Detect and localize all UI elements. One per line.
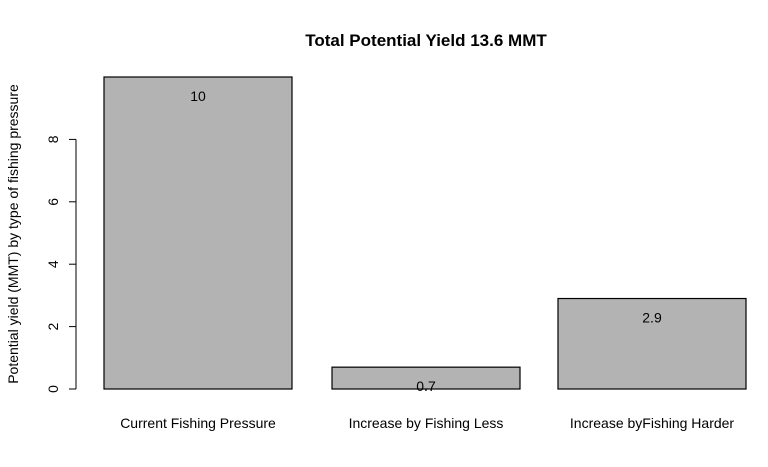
y-axis-label: Potential yield (MMT) by type of fishing… xyxy=(5,84,21,384)
data-label: 0.7 xyxy=(416,378,436,394)
bar xyxy=(103,76,293,390)
bars-group: 10 0.7 2.9 xyxy=(103,76,747,394)
x-tick-label: Increase by Fishing Less xyxy=(349,415,504,431)
chart-title: Total Potential Yield 13.6 MMT xyxy=(305,31,547,50)
y-axis: 0 2 4 6 8 xyxy=(45,135,77,393)
bar xyxy=(557,297,747,390)
data-label: 10 xyxy=(190,88,206,104)
y-tick-label: 0 xyxy=(45,385,61,393)
x-tick-label: Increase byFishing Harder xyxy=(570,415,735,431)
data-label: 2.9 xyxy=(642,310,662,326)
y-tick-label: 4 xyxy=(45,260,61,268)
y-tick-label: 2 xyxy=(45,322,61,330)
bar xyxy=(331,366,521,390)
category-labels: Current Fishing Pressure Increase by Fish… xyxy=(120,415,734,431)
y-tick-label: 8 xyxy=(45,135,61,143)
x-tick-label: Current Fishing Pressure xyxy=(120,415,276,431)
y-tick-label: 6 xyxy=(45,198,61,206)
